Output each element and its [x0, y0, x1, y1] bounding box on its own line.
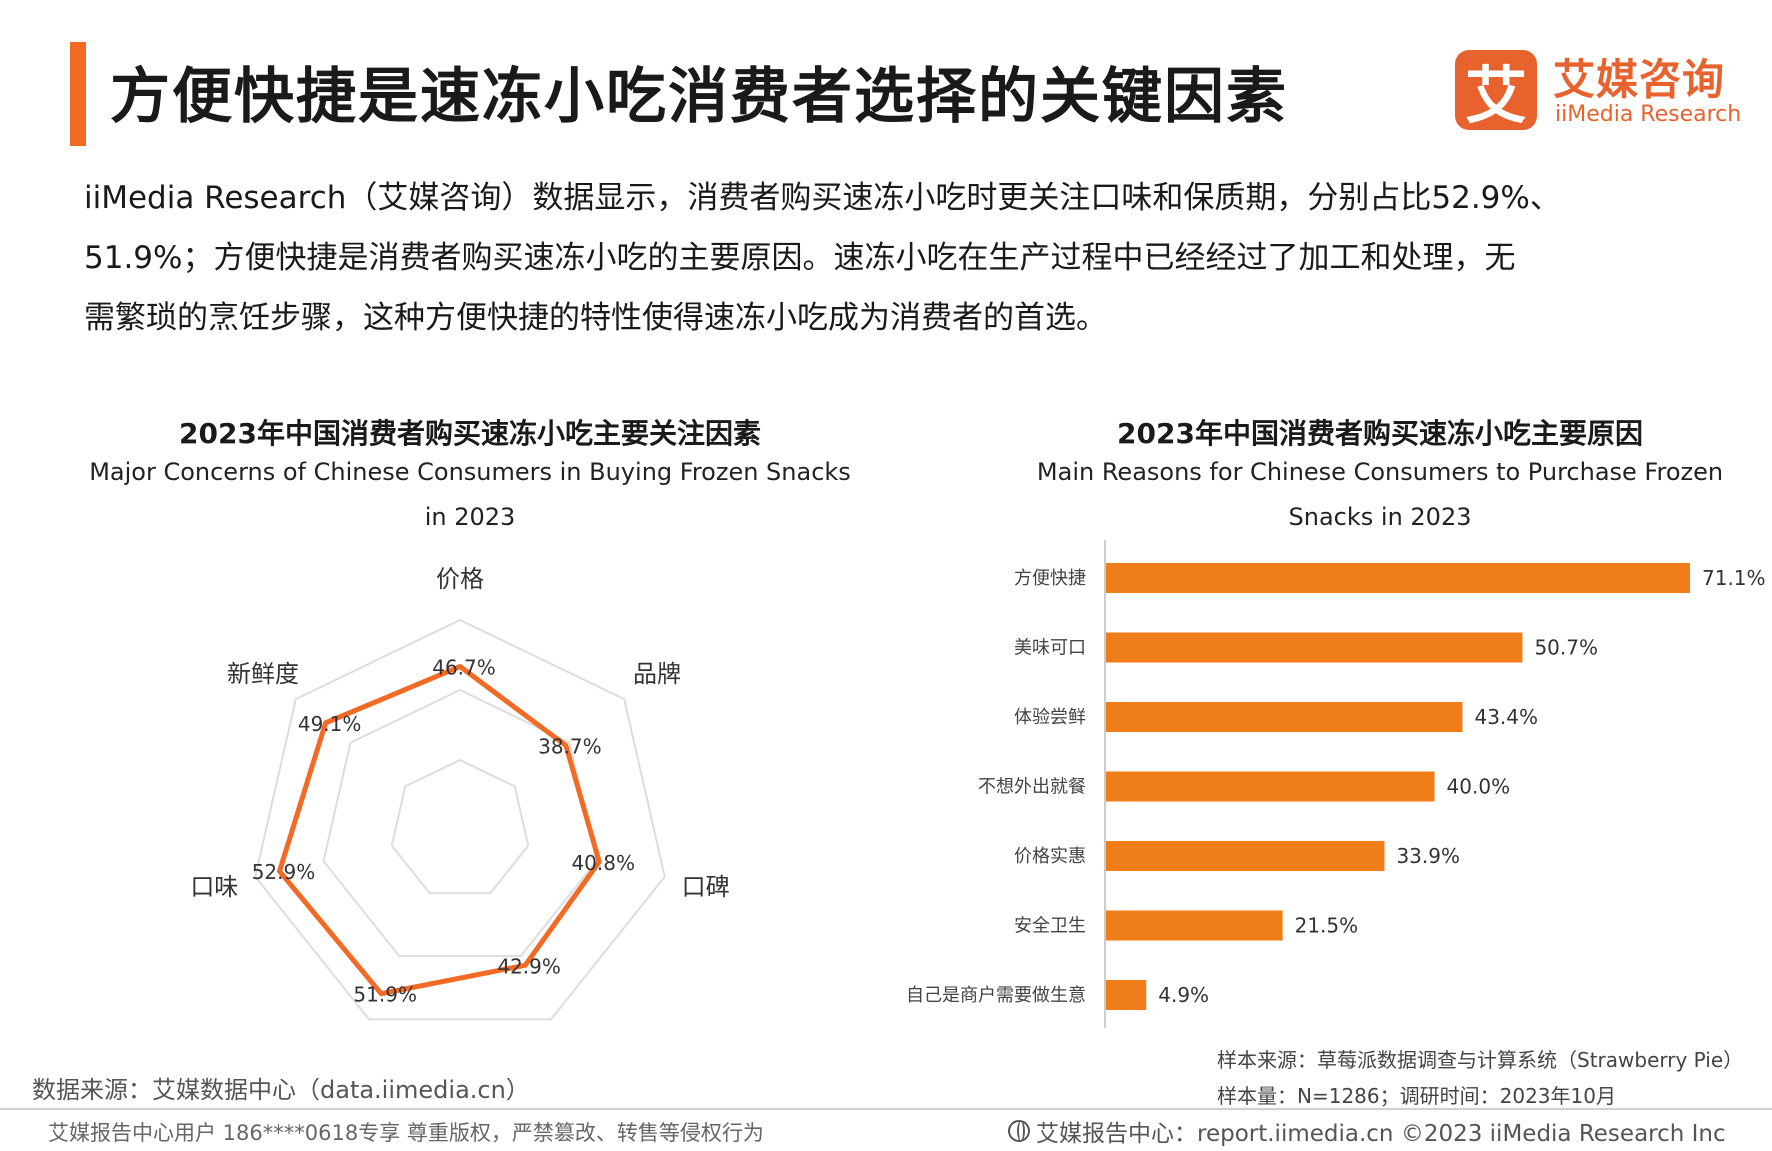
sample-size-note: 样本量：N=1286；调研时间：2023年10月 [1217, 1084, 1616, 1108]
globe-icon [1008, 1120, 1030, 1142]
radar-value-label: 52.9% [252, 860, 316, 884]
bar-value-label: 21.5% [1295, 914, 1359, 938]
bar-category-label: 方便快捷 [1014, 568, 1086, 589]
radar-category-label: 价格 [436, 565, 484, 593]
bar-category-label: 安全卫生 [1014, 916, 1086, 937]
radar-category-label: 口味 [190, 873, 238, 901]
bar-category-label: 体验尝鲜 [1014, 707, 1086, 728]
bar [1106, 563, 1690, 593]
radar-category-label: 新鲜度 [227, 660, 299, 688]
radar-value-label: 46.7% [432, 656, 496, 680]
radar-value-label: 38.7% [538, 735, 602, 759]
logo-en-text: iiMedia Research [1555, 102, 1742, 127]
footer-copyright: 艾媒报告中心用户 186****0618专享 尊重版权，严禁篡改、转售等侵权行为 [48, 1121, 764, 1145]
bar-chart: 方便快捷 71.1% 美味可口 50.7% 体验尝鲜 43.4% 不想外出就餐 40.0% 价格… [906, 540, 1766, 1028]
bar [1106, 632, 1523, 663]
radar-chart-subtitle: Major Concerns of Chinese Consumers in B… [60, 450, 880, 540]
bar-value-label: 43.4% [1474, 705, 1538, 729]
bar-chart-subtitle: Main Reasons for Chinese Consumers to Pu… [980, 450, 1772, 540]
sample-source-note: 样本来源：草莓派数据调查与计算系统（Strawberry Pie） [1217, 1048, 1744, 1072]
radar-chart-title: 2023年中国消费者购买速冻小吃主要关注因素 [179, 417, 761, 450]
bar-subtitle-line-1: Main Reasons for Chinese Consumers to Pu… [1036, 458, 1724, 486]
radar-grid-ring [254, 618, 666, 1021]
footer-report-center: 艾媒报告中心：report.iimedia.cn ©2023 iiMedia R… [1008, 1114, 1726, 1148]
bar [1106, 841, 1385, 871]
intro-line-3: 需繁琐的烹饪步骤，这种方便快捷的特性使得速冻小吃成为消费者的首选。 [84, 300, 1107, 336]
radar-chart: 价格品牌口碑营养价值保质期口味新鲜度46.7%38.7%40.8%42.9%51… [190, 565, 730, 1021]
radar-value-label: 49.1% [298, 712, 362, 736]
footer-divider [0, 1108, 1772, 1110]
bar-value-label: 71.1% [1702, 566, 1766, 590]
radar-grid-ring [390, 758, 530, 895]
bar [1106, 980, 1147, 1010]
radar-value-label: 42.9% [497, 954, 561, 978]
intro-paragraph: iiMedia Research（艾媒咨询）数据显示，消费者购买速冻小吃时更关注… [84, 168, 1684, 348]
bar-value-label: 33.9% [1396, 844, 1460, 868]
bar-chart-title: 2023年中国消费者购买速冻小吃主要原因 [1117, 417, 1643, 450]
bar-subtitle-line-2: Snacks in 2023 [1288, 503, 1472, 531]
radar-category-label: 口碑 [682, 873, 730, 901]
radar-subtitle-line-1: Major Concerns of Chinese Consumers in B… [89, 458, 851, 486]
iimedia-logo: 艾 艾媒咨询 iiMedia Research [1455, 50, 1745, 132]
bar-value-label: 4.9% [1158, 983, 1209, 1007]
radar-grid-ring [322, 688, 598, 958]
radar-category-label: 品牌 [633, 660, 681, 688]
bar-category-label: 不想外出就餐 [978, 777, 1086, 798]
footer-report-text: 艾媒报告中心：report.iimedia.cn ©2023 iiMedia R… [1036, 1121, 1726, 1147]
intro-line-1: iiMedia Research（艾媒咨询）数据显示，消费者购买速冻小吃时更关注… [84, 180, 1561, 216]
bar-category-label: 美味可口 [1014, 638, 1086, 659]
intro-line-2: 51.9%；方便快捷是消费者购买速冻小吃的主要原因。速冻小吃在生产过程中已经经过… [84, 240, 1516, 276]
bar-category-label: 自己是商户需要做生意 [906, 985, 1086, 1006]
data-source: 数据来源：艾媒数据中心（data.iimedia.cn） [32, 1076, 530, 1104]
bar [1106, 910, 1283, 941]
bar-category-label: 价格实惠 [1014, 846, 1086, 867]
bar-value-label: 50.7% [1534, 636, 1598, 660]
logo-cn-text: 艾媒咨询 [1553, 55, 1726, 104]
page-title: 方便快捷是速冻小吃消费者选择的关键因素 [110, 62, 1288, 132]
radar-series-line [276, 664, 602, 997]
radar-value-label: 40.8% [571, 851, 635, 875]
radar-subtitle-line-2: in 2023 [424, 503, 516, 531]
bar-value-label: 40.0% [1447, 775, 1511, 799]
bar [1106, 771, 1435, 802]
radar-value-label: 51.9% [353, 983, 417, 1007]
logo-mark-icon: 艾 [1455, 50, 1537, 132]
bar [1106, 702, 1463, 732]
title-accent-bar [70, 42, 86, 146]
